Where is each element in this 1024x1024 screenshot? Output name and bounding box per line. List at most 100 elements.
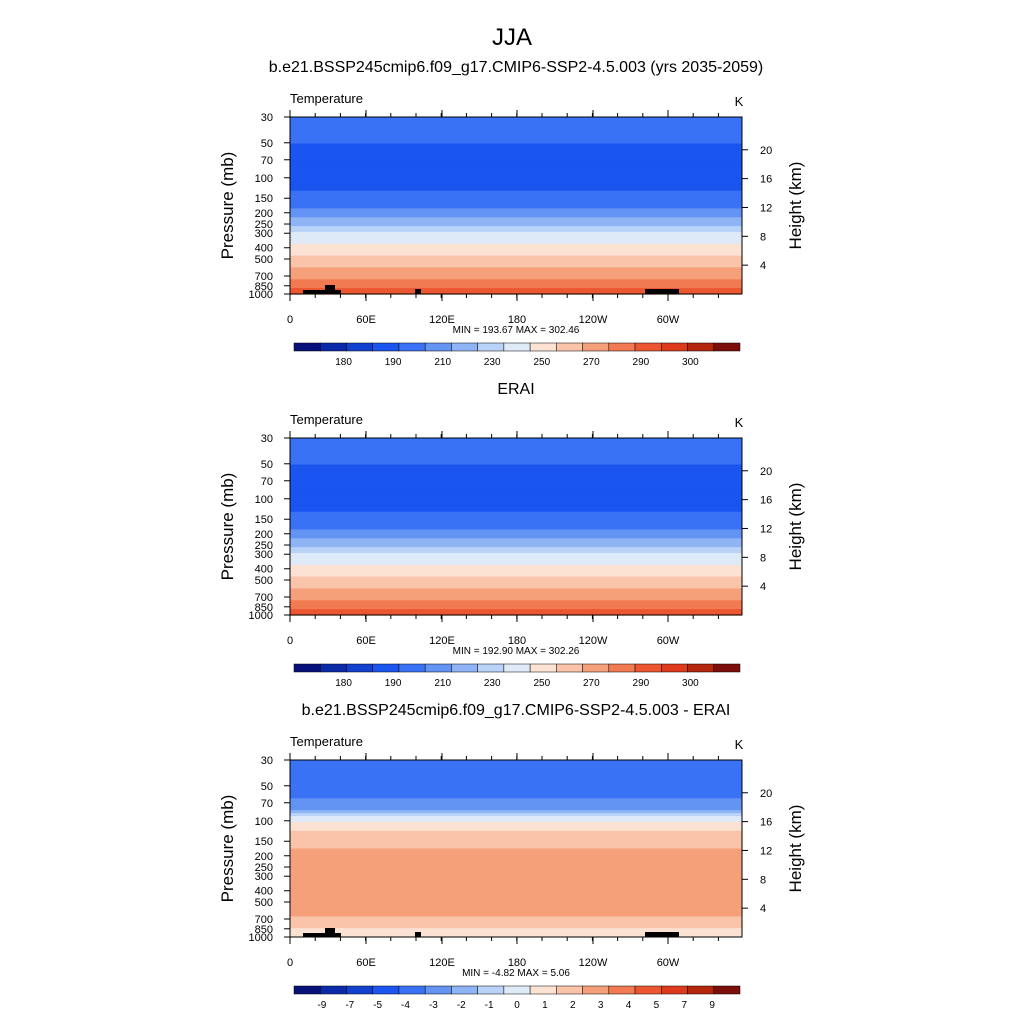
contour-band <box>290 220 742 224</box>
pressure-tick-label: 400 <box>255 886 273 898</box>
contour-band <box>290 246 742 251</box>
contour-band <box>290 167 742 171</box>
colorbar-segment <box>424 663 452 673</box>
panel-title: ERAI <box>497 381 534 398</box>
height-tick-label: 4 <box>760 581 766 593</box>
colorbar-label: 190 <box>385 678 402 689</box>
contour-band <box>290 845 742 850</box>
colorbar-label: 230 <box>484 678 501 689</box>
contour-band <box>290 276 742 280</box>
x-tick-label: 0 <box>287 635 293 647</box>
contour-band <box>290 573 742 578</box>
contour-band <box>290 901 742 906</box>
contour-band <box>290 202 742 207</box>
contour-band <box>290 193 742 198</box>
colorbar-segment <box>293 985 321 995</box>
figure-title: JJA <box>492 24 532 51</box>
contour-band <box>290 550 742 554</box>
colorbar-segment <box>346 985 373 995</box>
height-tick-label: 20 <box>760 145 772 157</box>
contour-band <box>290 258 742 263</box>
contour-band <box>290 824 742 829</box>
colorbar-segment <box>713 985 741 995</box>
contour-band <box>290 848 742 853</box>
colorbar-segment <box>477 985 505 995</box>
contour-band <box>290 494 742 498</box>
contour-band <box>290 214 742 218</box>
contour-band <box>290 556 742 560</box>
contour-band <box>290 128 742 133</box>
variable-label: Temperature <box>290 91 363 106</box>
x-tick-label: 180 <box>508 957 526 969</box>
contour-band <box>290 205 742 210</box>
contour-band <box>290 285 742 289</box>
min-max-stats: MIN = 193.67 MAX = 302.46 <box>453 325 580 336</box>
x-tick-label: 120W <box>579 635 608 647</box>
contour-band <box>290 928 742 932</box>
height-tick-label: 4 <box>760 903 766 915</box>
contour-band <box>290 240 742 245</box>
contour-band <box>290 582 742 587</box>
plot-frame <box>289 759 743 938</box>
colorbar-segment <box>661 663 688 673</box>
height-tick-label: 20 <box>760 788 772 800</box>
x-tick-label: 0 <box>287 957 293 969</box>
contour-band <box>290 538 742 542</box>
contour-band <box>290 273 742 277</box>
colorbar-segment <box>477 663 505 673</box>
contour-band <box>290 588 742 592</box>
x-tick-label: 60W <box>657 957 680 969</box>
terrain-mask <box>325 285 335 291</box>
contour-band <box>290 152 742 156</box>
pressure-tick-label: 1000 <box>249 610 273 622</box>
contour-band <box>290 931 742 935</box>
contour-band <box>290 854 742 858</box>
pressure-tick-label: 70 <box>261 798 273 810</box>
plot-frame <box>289 116 743 295</box>
contour-band <box>290 875 742 879</box>
colorbar-segment <box>556 342 583 352</box>
colorbar-label: 270 <box>583 678 600 689</box>
contour-band <box>290 461 742 466</box>
contour-band <box>290 134 742 139</box>
contour-band <box>290 863 742 867</box>
colorbar-label: 190 <box>385 357 402 368</box>
contour-band <box>290 526 742 531</box>
pressure-tick-label: 700 <box>255 592 273 604</box>
height-tick-label: 16 <box>760 495 772 507</box>
colorbar-label: 5 <box>654 1000 660 1011</box>
contour-band <box>290 842 742 847</box>
pressure-tick-label: 200 <box>255 208 273 220</box>
x-tick-label: 180 <box>508 635 526 647</box>
contour-band <box>290 851 742 855</box>
pressure-tick-label: 400 <box>255 564 273 576</box>
contour-band <box>290 243 742 248</box>
contour-band <box>290 786 742 791</box>
pressure-tick-label: 1000 <box>249 289 273 301</box>
contour-band <box>290 229 742 233</box>
colorbar-label: 4 <box>626 1000 632 1011</box>
contour-band <box>290 925 742 929</box>
contour-band <box>290 895 742 900</box>
contour-band <box>290 190 742 195</box>
x-tick-label: 60E <box>356 314 376 326</box>
contour-band <box>290 591 742 595</box>
colorbar-label: 230 <box>484 357 501 368</box>
contour-band <box>290 768 742 773</box>
contour-band <box>290 801 742 805</box>
contour-band <box>290 878 742 882</box>
y-axis-label: Pressure (mb) <box>218 473 237 581</box>
contour-band <box>290 558 742 563</box>
colorbar-segment <box>398 985 426 995</box>
contour-band <box>290 839 742 844</box>
pressure-tick-label: 300 <box>255 228 273 240</box>
contour-band <box>290 199 742 204</box>
contour-band <box>290 606 742 610</box>
units-label: K <box>735 737 744 752</box>
contour-band <box>290 594 742 598</box>
x-tick-label: 60E <box>356 635 376 647</box>
variable-label: Temperature <box>290 734 363 749</box>
colorbar-segment <box>451 342 478 352</box>
colorbar-segment <box>582 342 610 352</box>
colorbar-label: 9 <box>709 1000 715 1011</box>
